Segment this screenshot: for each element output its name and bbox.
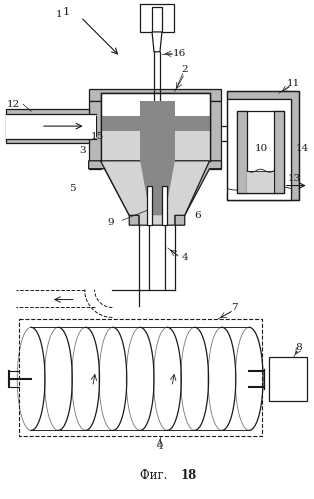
Text: 10: 10 [254, 144, 268, 153]
Bar [147, 186, 152, 225]
Text: 6: 6 [194, 211, 201, 220]
Polygon shape [140, 116, 175, 161]
Text: 14: 14 [296, 144, 309, 153]
Text: 3: 3 [79, 146, 86, 155]
Polygon shape [237, 111, 247, 193]
Text: 9: 9 [107, 218, 114, 227]
Text: 8: 8 [295, 343, 302, 352]
Text: 13: 13 [288, 174, 301, 183]
Text: 18: 18 [181, 470, 197, 483]
Polygon shape [152, 32, 162, 52]
Text: Фиг.: Фиг. [140, 470, 171, 483]
Polygon shape [89, 161, 221, 225]
Bar [19, 319, 262, 436]
Text: 1: 1 [62, 7, 69, 17]
Text: 12: 12 [7, 100, 20, 109]
Polygon shape [274, 111, 284, 193]
Polygon shape [100, 131, 209, 161]
Polygon shape [89, 89, 221, 101]
Polygon shape [209, 161, 221, 169]
Bar [100, 93, 209, 161]
Text: 4: 4 [157, 442, 163, 451]
Polygon shape [227, 91, 299, 201]
Bar [162, 186, 167, 225]
Polygon shape [89, 161, 100, 169]
Bar [237, 111, 284, 193]
Polygon shape [209, 101, 221, 161]
Polygon shape [100, 116, 209, 131]
Bar [227, 99, 291, 201]
Text: 7: 7 [231, 303, 238, 312]
Text: 15: 15 [91, 132, 104, 141]
Polygon shape [6, 114, 95, 139]
Polygon shape [6, 109, 95, 143]
Polygon shape [140, 101, 175, 131]
Text: 11: 11 [287, 79, 300, 88]
Bar [247, 171, 274, 193]
Polygon shape [140, 161, 175, 215]
Bar [227, 91, 299, 201]
Text: 1: 1 [56, 9, 62, 18]
Text: 2: 2 [181, 65, 188, 74]
Text: 4: 4 [181, 253, 188, 262]
Text: 16: 16 [173, 49, 187, 58]
Polygon shape [89, 101, 100, 161]
Text: 5: 5 [69, 184, 76, 193]
Polygon shape [100, 161, 209, 225]
Bar [269, 357, 307, 401]
Polygon shape [140, 4, 174, 32]
